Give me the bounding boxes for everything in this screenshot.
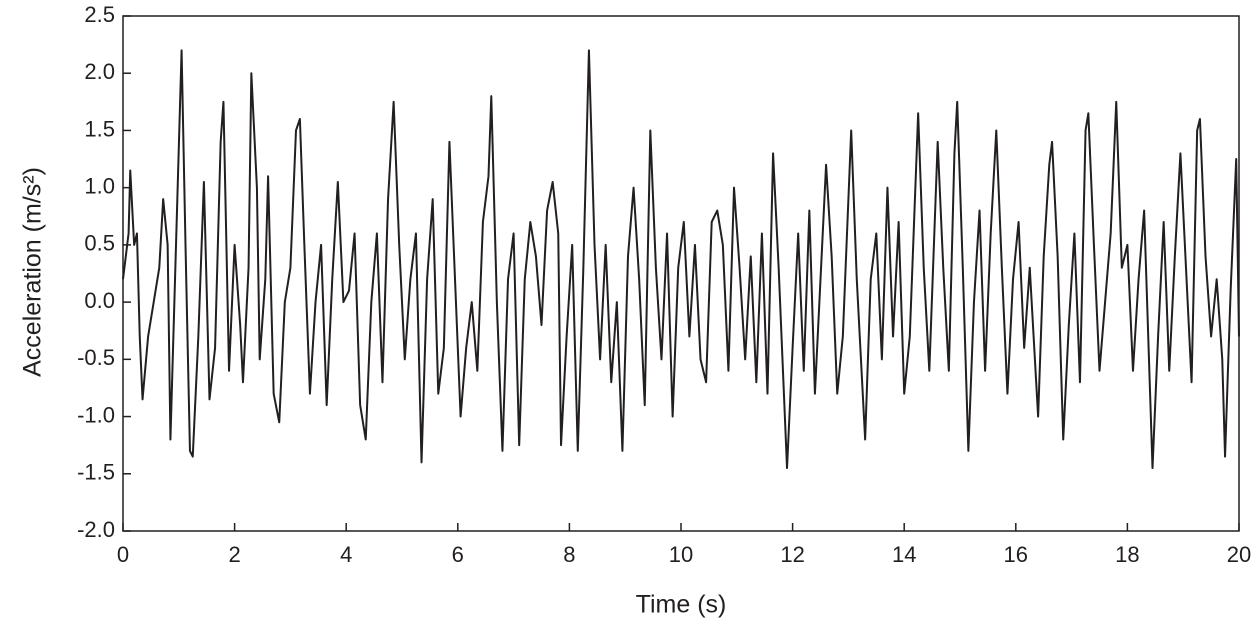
- x-tick-label: 8: [563, 542, 575, 567]
- y-tick-label: -0.5: [77, 345, 115, 370]
- x-tick-label: 14: [892, 542, 916, 567]
- x-tick-label: 0: [117, 542, 129, 567]
- y-tick-label: -1.0: [77, 402, 115, 427]
- y-tick-label: -2.0: [77, 517, 115, 542]
- y-tick-label: 2.0: [84, 59, 115, 84]
- x-tick-label: 16: [1004, 542, 1028, 567]
- x-tick-label: 18: [1115, 542, 1139, 567]
- x-tick-label: 2: [228, 542, 240, 567]
- y-tick-label: -1.5: [77, 460, 115, 485]
- x-tick-label: 12: [780, 542, 804, 567]
- x-tick-label: 10: [669, 542, 693, 567]
- y-axis-title: Acceleration (m/s²): [19, 167, 47, 377]
- x-axis-title: Time (s): [636, 591, 727, 619]
- x-tick-label: 6: [452, 542, 464, 567]
- y-tick-label: 2.5: [84, 2, 115, 27]
- y-tick-label: 1.5: [84, 116, 115, 141]
- y-tick-label: 0.0: [84, 288, 115, 313]
- y-tick-label: 1.0: [84, 173, 115, 198]
- y-tick-label: 0.5: [84, 231, 115, 256]
- x-tick-label: 4: [340, 542, 352, 567]
- signal-line: [122, 49, 1240, 470]
- x-tick-label: 20: [1227, 542, 1251, 567]
